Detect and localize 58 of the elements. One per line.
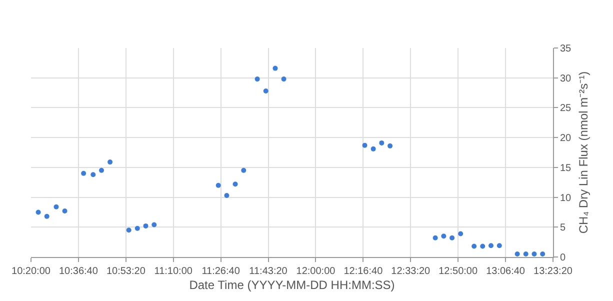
point <box>152 222 157 228</box>
point <box>62 208 68 214</box>
point <box>379 140 384 146</box>
y-tick-label: 20 <box>560 133 572 144</box>
x-tick-label: 10:36:40 <box>58 266 98 277</box>
point <box>81 170 86 176</box>
point <box>216 182 221 188</box>
x-tick-label: 12:00:00 <box>296 266 336 277</box>
x-tick-label: 10:53:20 <box>106 266 146 277</box>
point <box>44 214 50 219</box>
point <box>90 172 96 178</box>
point <box>362 142 368 148</box>
point <box>134 226 140 231</box>
point <box>388 143 393 148</box>
point <box>272 66 278 71</box>
point <box>514 252 520 257</box>
x-tick-label: 11:10:00 <box>154 266 193 277</box>
x-tick-label: 10:20:00 <box>12 266 51 277</box>
point <box>281 76 286 82</box>
y-tick-label: 30 <box>560 73 572 84</box>
x-tick-label: 12:50:00 <box>438 266 478 277</box>
x-tick-label: 11:43:20 <box>249 266 288 277</box>
point <box>143 223 148 228</box>
point <box>108 160 113 165</box>
point <box>540 252 546 257</box>
y-axis-title: CH₄ Dry Lin Flux (nmol m⁻²s⁻¹) <box>576 71 590 234</box>
point <box>232 182 238 187</box>
point <box>432 235 438 240</box>
y-tick-label: 15 <box>560 162 572 174</box>
point <box>36 210 41 215</box>
y-tick-label: 5 <box>560 222 566 234</box>
x-tick-label: 13:23:20 <box>534 266 573 277</box>
point <box>441 234 446 239</box>
point <box>99 168 104 173</box>
x-tick-label: 11:26:40 <box>202 266 240 277</box>
point <box>472 244 477 249</box>
y-tick-label: 10 <box>560 192 572 204</box>
point <box>54 204 59 210</box>
point <box>458 231 464 236</box>
point <box>263 88 268 94</box>
point <box>241 168 246 173</box>
point <box>488 243 494 248</box>
point <box>370 146 376 152</box>
x-tick-label: 12:16:40 <box>344 266 384 277</box>
point <box>523 252 528 257</box>
y-tick-label: 25 <box>560 103 572 114</box>
point <box>224 192 230 198</box>
y-tick-label: 0 <box>560 252 566 264</box>
x-axis-title: Date Time (YYYY-MM-DD HH:MM:SS) <box>189 278 395 292</box>
point <box>126 228 132 233</box>
point <box>254 76 260 82</box>
y-tick-label: 35 <box>560 44 572 54</box>
point <box>532 252 537 257</box>
point <box>496 243 502 248</box>
point <box>480 244 486 249</box>
x-tick-label: 12:33:20 <box>391 266 431 277</box>
point <box>450 235 455 240</box>
x-tick-label: 13:06:40 <box>486 266 526 277</box>
